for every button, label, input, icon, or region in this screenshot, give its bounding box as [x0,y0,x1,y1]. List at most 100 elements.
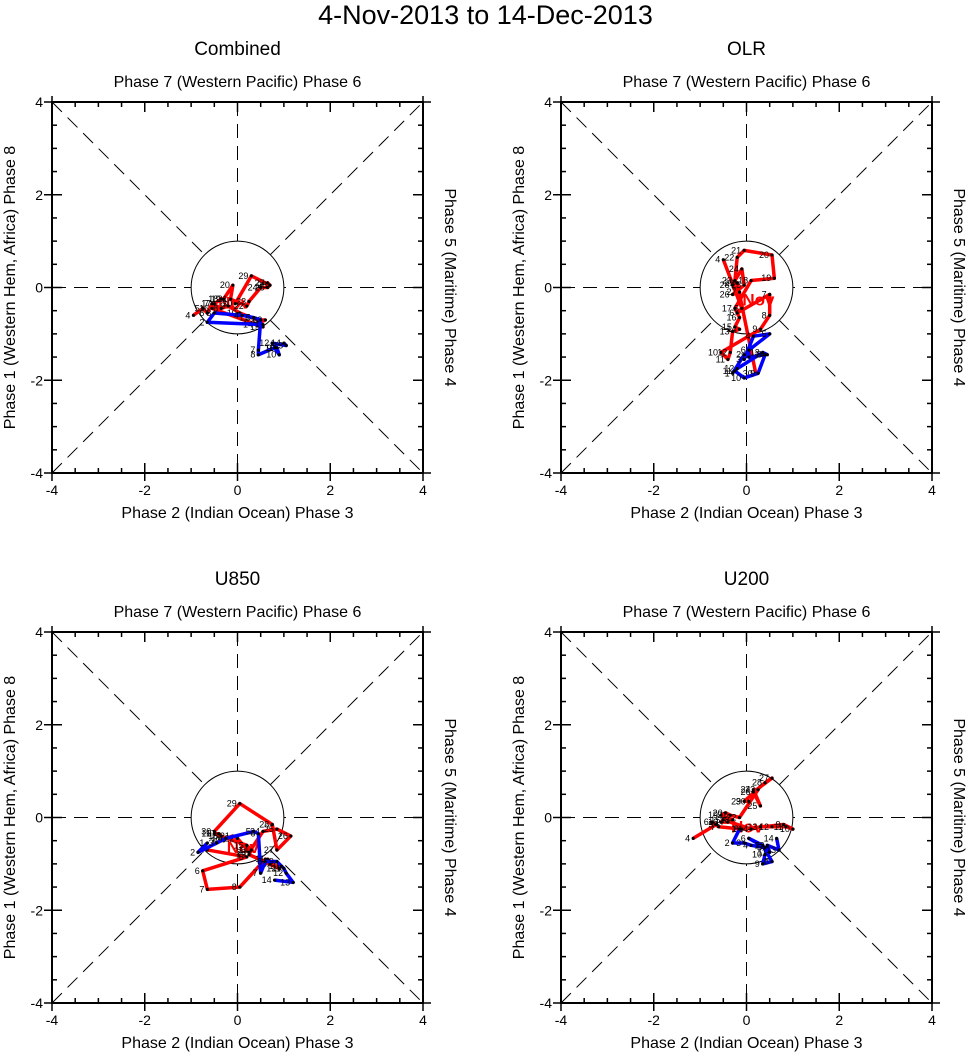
data-point [275,859,279,864]
data-point [763,846,767,850]
data-point [259,318,263,322]
data-point [772,276,776,280]
data-point [733,278,737,283]
x-tick-label: -2 [139,1012,152,1028]
data-point [733,369,737,373]
day-label: 17 [722,303,732,313]
data-point [721,258,725,262]
y-tick-label: 4 [544,94,552,110]
data-point [756,371,760,375]
left-axis-label: Phase 1 (Western Hem, Africa) Phase 8 [511,676,528,959]
day-label: 9 [776,819,781,829]
day-label: 10 [708,347,718,357]
data-point [784,825,788,829]
x-tick-label: 2 [326,1012,334,1028]
y-tick-label: 2 [544,187,552,203]
day-label: 25 [264,824,274,834]
day-label: 15 [710,815,720,825]
data-point [219,834,223,838]
data-point [747,836,751,840]
data-point [777,848,781,852]
day-label: 2 [190,847,195,857]
y-tick-label: 2 [35,187,43,203]
data-point [259,871,263,875]
panel-title: OLR [727,39,766,60]
day-label: 12 [759,822,769,832]
day-label: 28 [752,778,762,788]
day-label: 23 [236,847,246,857]
day-label: 8 [757,350,762,360]
day-label: 7 [762,289,767,299]
x-tick-label: -4 [555,482,568,498]
day-label: 23 [236,296,246,306]
day-label: 6 [704,817,709,827]
data-point [717,825,721,829]
data-point [245,855,249,859]
day-label: 23 [722,276,732,286]
day-label: 13 [280,877,290,887]
day-label: 29 [731,796,741,806]
day-label: 12 [266,864,276,874]
day-label: 7 [741,352,746,362]
data-point [735,367,739,371]
day-label: 8 [250,350,255,360]
data-point [212,311,216,315]
day-label: 20 [220,280,230,290]
data-point [256,353,260,357]
day-label: 8 [232,882,237,892]
day-label: 5 [246,313,251,323]
day-label: 24 [729,264,739,274]
day-label: 3 [736,838,741,848]
day-label: 5 [757,843,762,853]
x-tick-label: 0 [743,1012,751,1028]
data-point [758,804,763,808]
panel-u200: U200 Phase 7 (Western Pacific) Phase 6 Pha… [511,569,967,1052]
day-label: 11 [774,822,783,832]
day-label: 27 [727,287,737,297]
data-point [728,813,732,817]
day-label: 6 [741,345,746,355]
data-point [249,848,254,852]
day-label: 22 [234,301,244,311]
day-label: 7 [199,884,204,894]
day-label: 8 [257,857,262,867]
data-point [205,311,209,315]
day-label: 29 [238,271,248,281]
x-tick-label: 0 [234,1012,242,1028]
day-label: 4 [685,833,690,843]
y-tick-label: 0 [35,810,43,826]
day-label: 13 [720,327,730,337]
data-point [205,320,209,324]
day-label: 7 [755,840,760,850]
day-label: 20 [713,808,723,818]
data-point [728,350,732,355]
data-point [768,292,772,297]
data-point [245,843,249,847]
x-tick-label: -2 [139,482,152,498]
day-label: 21 [218,294,228,304]
day-label: 7 [253,868,258,878]
x-tick-label: 2 [326,482,334,498]
day-label: 28 [259,819,269,829]
y-tick-label: -4 [31,995,44,1011]
day-label: 28 [257,280,267,290]
data-point [215,841,219,845]
data-point [252,829,256,834]
day-label: 2 [199,317,204,327]
data-point [740,267,744,271]
day-label: 20 [213,833,223,843]
data-point [749,843,753,847]
data-point [277,353,281,357]
day-label: 4 [234,310,239,320]
day-label: 3 [209,838,214,848]
data-point [270,341,274,345]
data-point [761,862,765,866]
data-point [259,285,263,290]
day-label: 11 [716,354,725,364]
panel-title: U850 [215,569,260,590]
